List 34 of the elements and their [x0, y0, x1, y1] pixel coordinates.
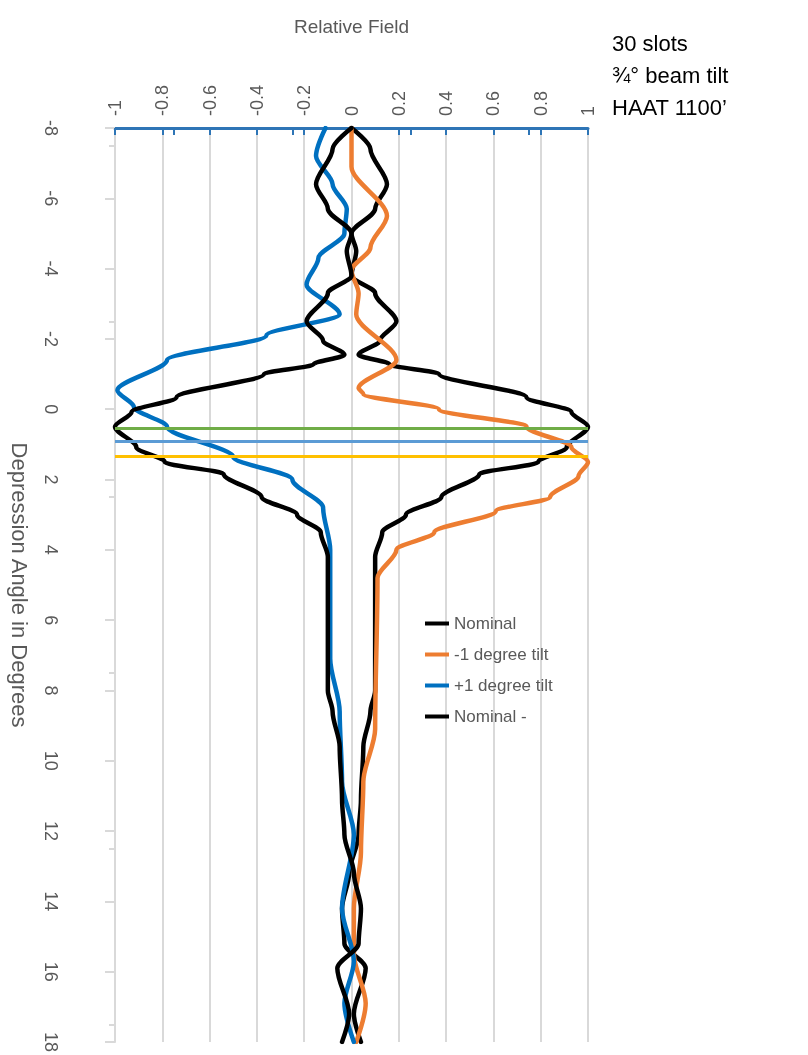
y-tick-label: 0: [41, 404, 61, 415]
x-tick-label: 0: [341, 105, 362, 116]
x-tick-label: -0.8: [152, 84, 173, 116]
legend-label: Nominal: [454, 614, 517, 633]
y-tick-label: 4: [41, 544, 61, 555]
y-tick-label: -6: [41, 190, 61, 207]
x-tick-label: 0.6: [483, 90, 504, 116]
x-tick-label: 0.8: [530, 90, 551, 116]
legend-label: +1 degree tilt: [454, 676, 554, 695]
y-axis-title: Depression Angle in Degrees: [6, 442, 32, 728]
text: ¾° beam tilt: [612, 62, 729, 90]
x-tick-label: -0.4: [246, 84, 267, 116]
y-tick-label: -4: [41, 260, 61, 277]
y-tick-label: 12: [41, 821, 61, 842]
y-tick-label: 16: [41, 961, 61, 982]
legend-label: Nominal -: [454, 707, 527, 726]
text: 30 slots: [612, 30, 689, 58]
y-tick-label: -8: [41, 119, 61, 137]
y-tick-label: 6: [41, 615, 61, 626]
x-tick-label: 0.4: [436, 90, 457, 116]
text: HAAT 1100’: [612, 94, 728, 122]
y-tick-label: 8: [41, 685, 61, 696]
x-tick-label: 0.2: [388, 90, 409, 116]
y-tick-label: 2: [41, 474, 61, 485]
x-tick-label: -0.6: [199, 84, 220, 116]
legend-label: -1 degree tilt: [454, 645, 549, 664]
x-tick-label: -0.2: [294, 84, 315, 116]
y-tick-label: 14: [41, 891, 61, 912]
y-tick-label: 18: [41, 1031, 61, 1052]
x-tick-label: -1: [105, 99, 125, 116]
x-tick-label: 1: [578, 105, 598, 116]
y-tick-label: -2: [41, 330, 61, 347]
y-tick-label: 10: [41, 750, 61, 771]
x-axis-title: Relative Field: [293, 16, 410, 37]
